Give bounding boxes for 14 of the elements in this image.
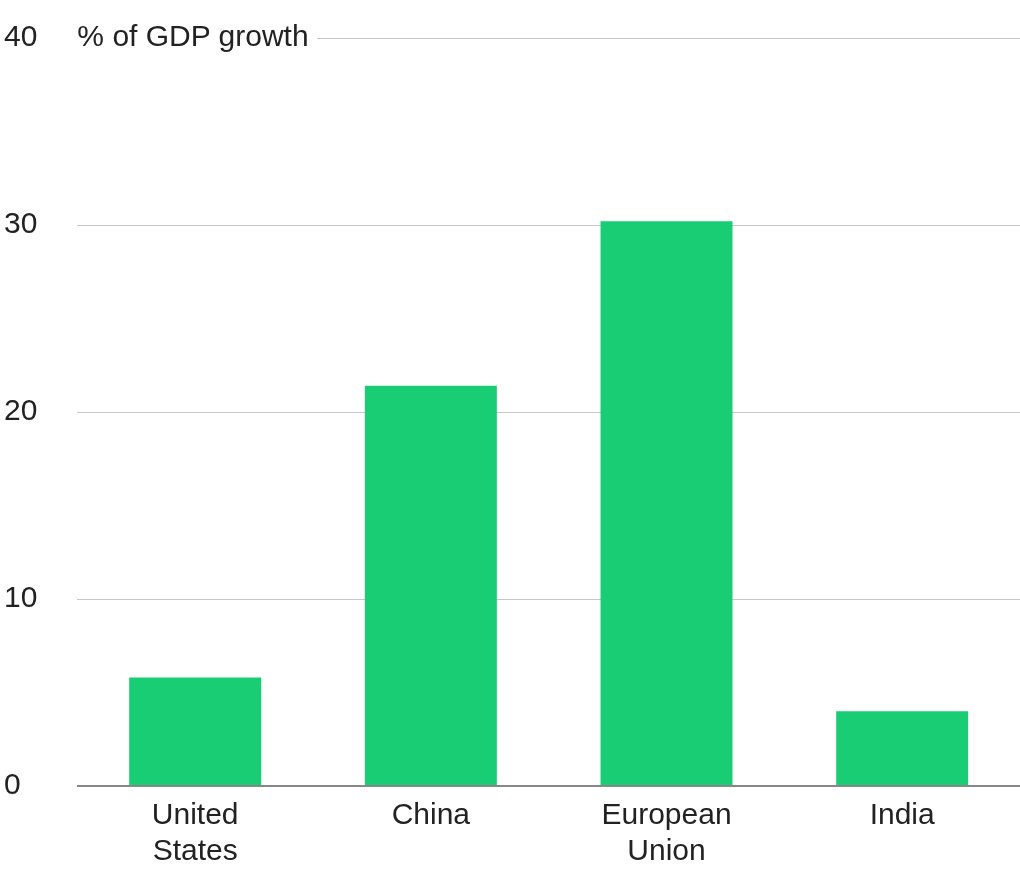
bar — [129, 677, 262, 785]
y-axis-title: % of GDP growth — [77, 19, 309, 53]
bar — [364, 385, 497, 785]
x-tick-label: European Union — [601, 797, 732, 867]
y-tick-label: 30 — [4, 206, 38, 240]
x-tick-label: United States — [151, 797, 239, 867]
y-tick-label: 20 — [4, 393, 38, 427]
y-tick-label: 40 — [4, 19, 38, 53]
x-tick-label: China — [391, 797, 471, 831]
x-tick-label: India — [869, 797, 936, 831]
bar — [836, 711, 969, 785]
y-tick-label: 10 — [4, 580, 38, 614]
bar — [600, 221, 733, 785]
y-tick-label: 0 — [4, 767, 21, 801]
